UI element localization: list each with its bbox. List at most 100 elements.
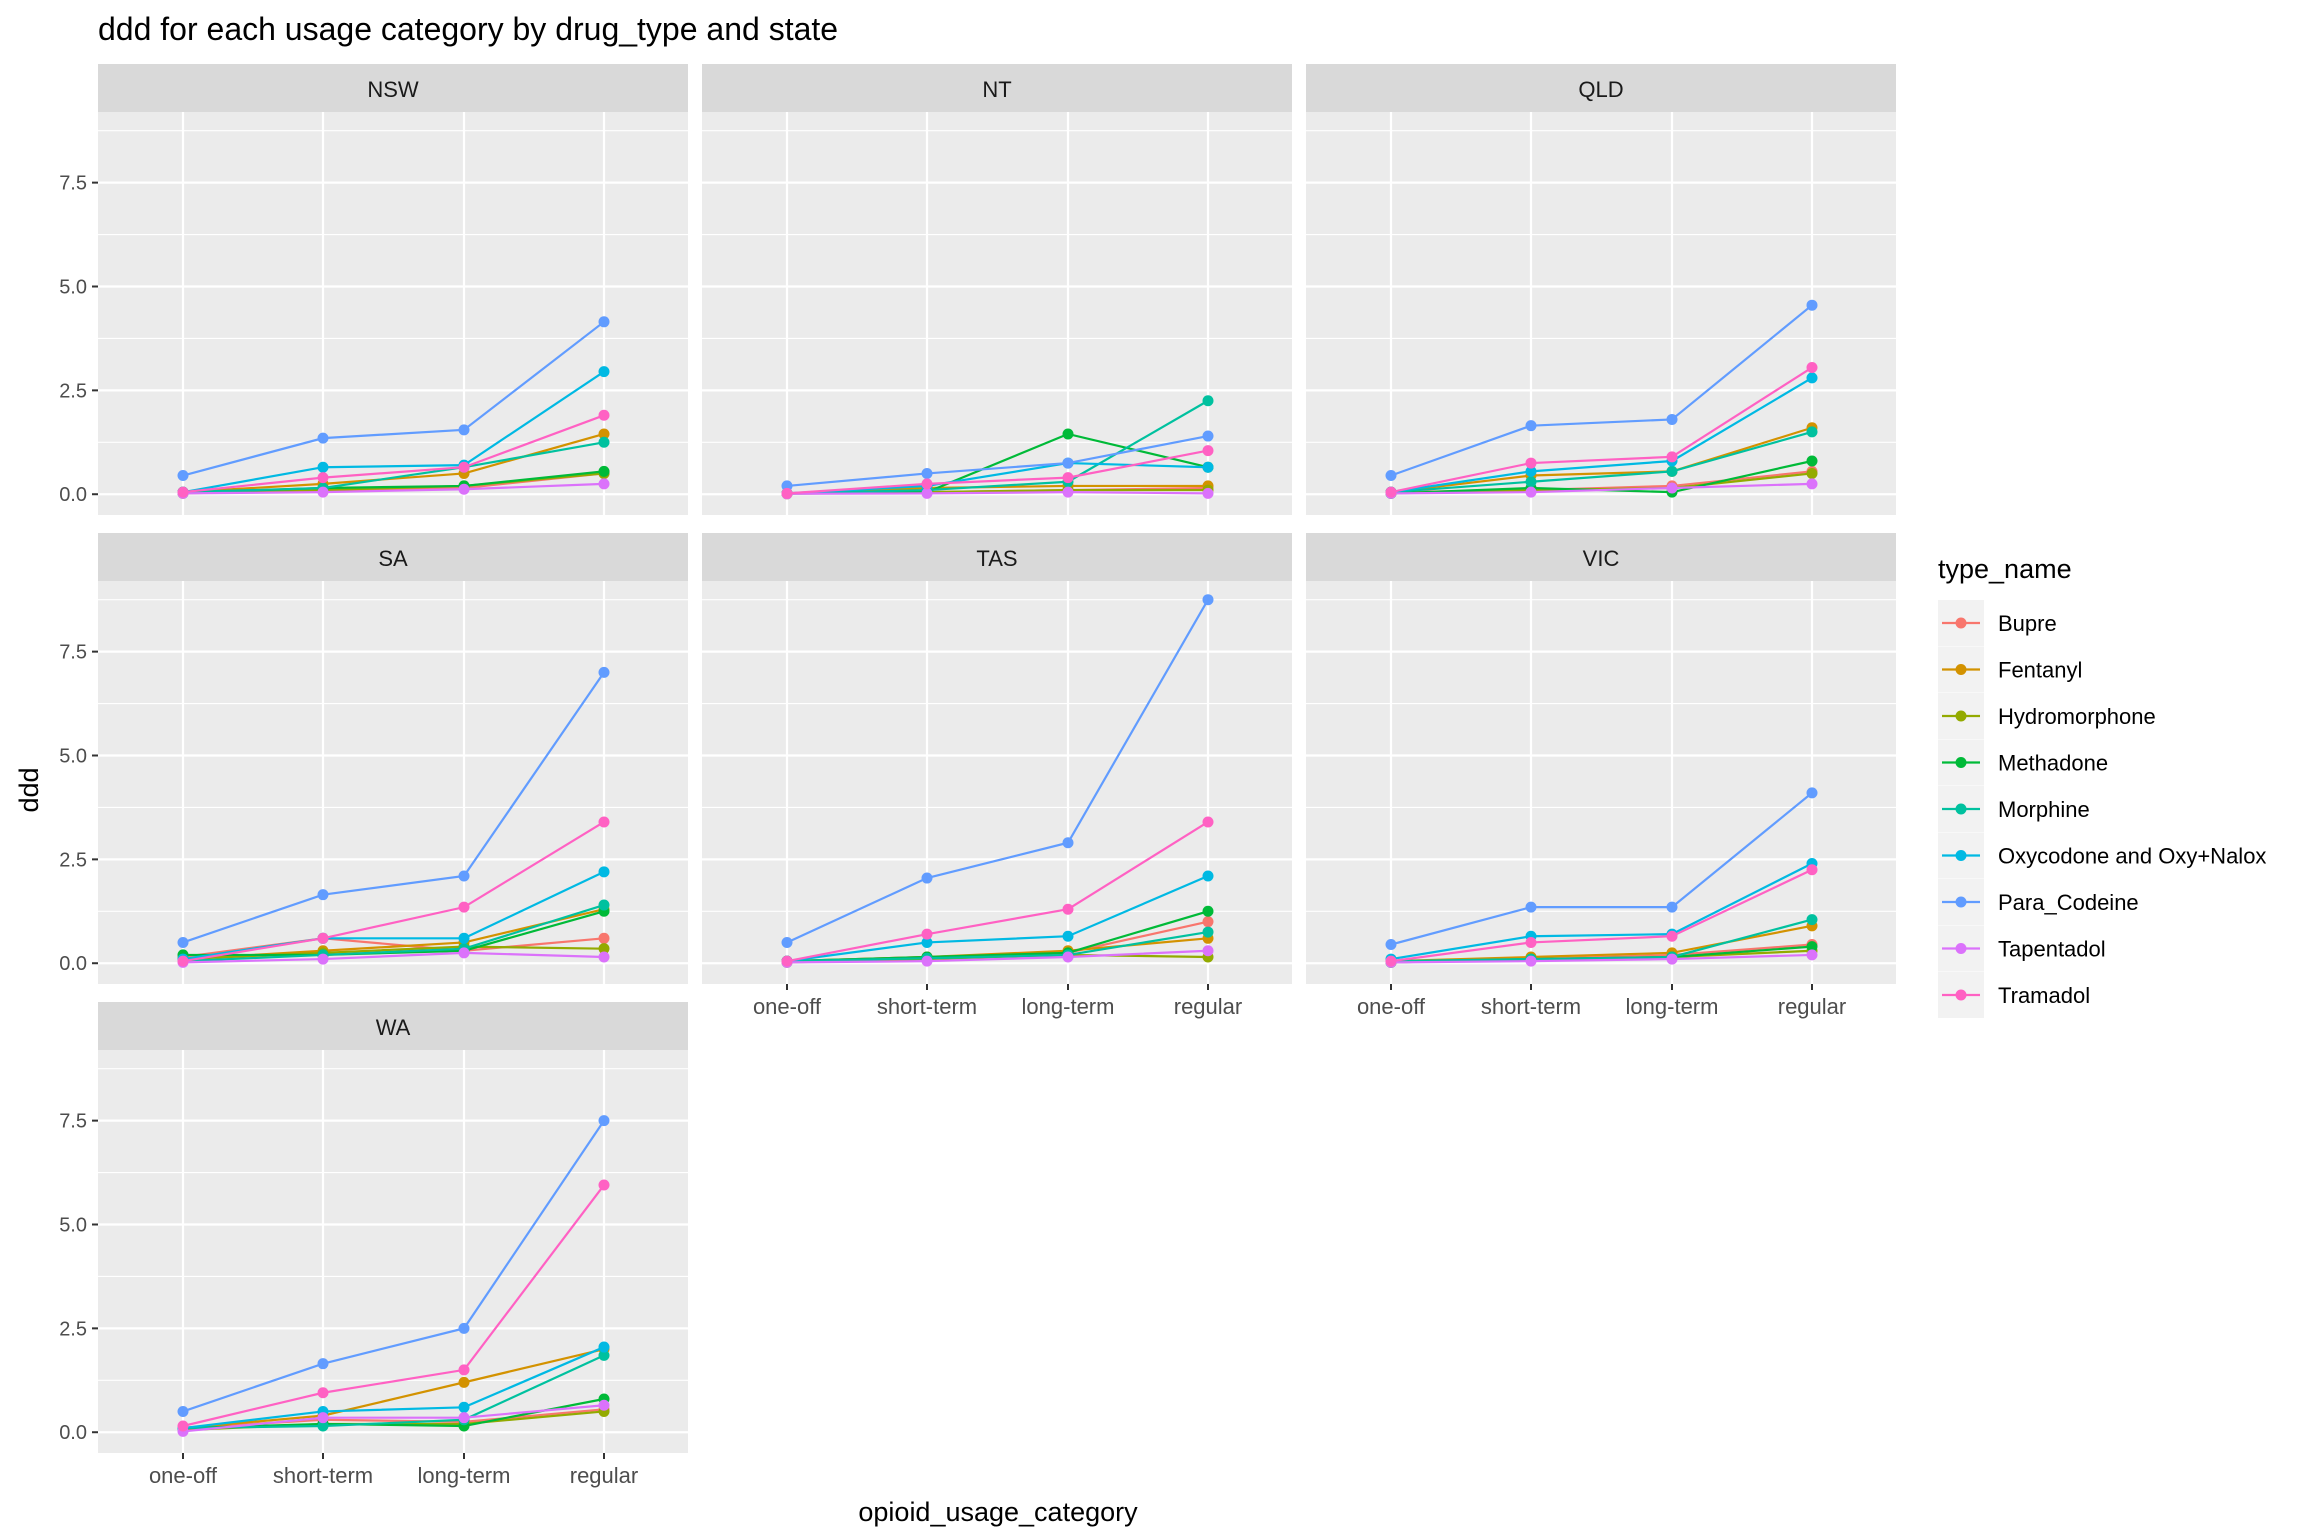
data-point-tapentadol xyxy=(1062,486,1074,498)
data-point-morphine xyxy=(1525,476,1537,488)
data-point-oxycodone-and-oxy-nalox xyxy=(921,936,933,948)
data-point-para-codeine xyxy=(177,1405,189,1417)
series-line-oxycodone-and-oxy-nalox xyxy=(1390,862,1813,961)
data-point-oxycodone-and-oxy-nalox xyxy=(317,461,329,473)
panel-background xyxy=(702,112,1292,515)
data-point-tramadol xyxy=(598,816,610,828)
data-point-tramadol xyxy=(1385,486,1397,498)
x-tick-label: regular xyxy=(570,1463,638,1488)
data-point-tapentadol xyxy=(1525,955,1537,967)
data-point-tramadol xyxy=(1806,864,1818,876)
x-axis-label: opioid_usage_category xyxy=(858,1497,1138,1527)
data-point-tapentadol xyxy=(458,483,470,495)
panel-strip xyxy=(98,64,688,112)
data-point-para-codeine xyxy=(1385,939,1397,951)
legend-entry-morphine: Morphine xyxy=(1938,786,2090,832)
series-line-para-codeine xyxy=(182,1120,605,1413)
series-line-para-codeine xyxy=(182,671,605,944)
data-point-tramadol xyxy=(1525,936,1537,948)
series-line-morphine xyxy=(182,904,605,963)
panel-strip-label: WA xyxy=(376,1015,411,1040)
data-point-morphine xyxy=(1806,914,1818,926)
panel-background xyxy=(98,112,688,515)
series-line-tapentadol xyxy=(1390,953,1813,964)
data-point-tramadol xyxy=(1806,362,1818,374)
data-point-tapentadol xyxy=(921,487,933,499)
data-point-para-codeine xyxy=(1385,470,1397,482)
data-point-morphine xyxy=(1666,465,1678,477)
legend-entry-tramadol: Tramadol xyxy=(1938,972,2090,1018)
legend-entry-fentanyl: Fentanyl xyxy=(1938,646,2082,693)
data-point-tramadol xyxy=(177,486,189,498)
y-tick-label: 2.5 xyxy=(59,849,87,871)
data-point-tramadol xyxy=(177,1420,189,1432)
data-point-tapentadol xyxy=(458,947,470,959)
legend-entry-tapentadol: Tapentadol xyxy=(1938,925,2106,972)
data-point-methadone xyxy=(598,465,610,477)
data-point-para-codeine xyxy=(177,936,189,948)
data-point-bupre xyxy=(598,932,610,944)
data-point-oxycodone-and-oxy-nalox xyxy=(598,366,610,378)
data-point-tapentadol xyxy=(598,951,610,963)
x-tick-label: long-term xyxy=(418,1463,511,1488)
legend-label: Fentanyl xyxy=(1998,658,2082,683)
data-point-tapentadol xyxy=(317,486,329,498)
series-line-para-codeine xyxy=(786,434,1209,488)
data-point-tapentadol xyxy=(921,955,933,967)
data-point-tapentadol xyxy=(1806,478,1818,490)
data-point-tramadol xyxy=(317,1387,329,1399)
data-point-oxycodone-and-oxy-nalox xyxy=(1525,465,1537,477)
x-tick-label: short-term xyxy=(273,1463,373,1488)
series-line-tramadol xyxy=(182,821,605,963)
x-tick-label: short-term xyxy=(1481,994,1581,1019)
data-point-tramadol xyxy=(1202,816,1214,828)
panel-background xyxy=(1306,581,1896,984)
data-point-para-codeine xyxy=(921,872,933,884)
y-tick-label: 0.0 xyxy=(59,953,87,975)
legend-key-point xyxy=(1955,943,1967,954)
data-point-tramadol xyxy=(458,1364,470,1376)
data-point-para-codeine xyxy=(1202,594,1214,606)
data-point-para-codeine xyxy=(1525,901,1537,913)
data-point-para-codeine xyxy=(1062,837,1074,849)
data-point-para-codeine xyxy=(1525,420,1537,432)
series-line-oxycodone-and-oxy-nalox xyxy=(182,370,605,494)
data-point-para-codeine xyxy=(458,1322,470,1334)
y-tick-label: 7.5 xyxy=(59,173,87,195)
series-line-tapentadol xyxy=(182,1404,605,1433)
data-point-tramadol xyxy=(921,928,933,940)
data-point-tramadol xyxy=(1202,445,1214,457)
data-point-fentanyl xyxy=(458,1376,470,1388)
data-point-fentanyl xyxy=(598,428,610,440)
series-line-tramadol xyxy=(1390,868,1813,963)
data-point-morphine xyxy=(598,436,610,448)
y-tick-label: 5.0 xyxy=(59,745,87,767)
panel-strip xyxy=(702,533,1292,581)
data-point-oxycodone-and-oxy-nalox xyxy=(1062,930,1074,942)
data-point-tramadol xyxy=(458,901,470,913)
data-point-tramadol xyxy=(1666,451,1678,463)
panel-sa: SA 0.0 2.5 5.0 7.5 xyxy=(59,533,688,984)
data-point-para-codeine xyxy=(1202,430,1214,442)
data-point-tapentadol xyxy=(1202,487,1214,499)
data-point-morphine xyxy=(1202,926,1214,938)
panel-strip-label: VIC xyxy=(1583,546,1620,571)
x-tick-label: regular xyxy=(1778,994,1846,1019)
panel-strip-label: TAS xyxy=(976,546,1017,571)
data-point-morphine xyxy=(598,899,610,911)
data-point-tramadol xyxy=(458,461,470,473)
legend-entry-para-codeine: Para_Codeine xyxy=(1938,879,2139,925)
legend-label: Oxycodone and Oxy+Nalox xyxy=(1998,844,2266,869)
data-point-tapentadol xyxy=(1525,486,1537,498)
legend: type_name Bupre Fentanyl Hydromorphone Meth… xyxy=(1938,554,2266,1018)
legend-key-point xyxy=(1955,757,1967,768)
data-point-tapentadol xyxy=(598,1399,610,1411)
data-point-para-codeine xyxy=(598,316,610,328)
series-line-oxycodone-and-oxy-nalox xyxy=(1390,376,1813,494)
series-line-tapentadol xyxy=(1390,482,1813,495)
legend-key-point xyxy=(1955,896,1967,908)
panel-nt: NT xyxy=(702,64,1292,515)
data-point-tramadol xyxy=(598,1179,610,1191)
legend-entry-bupre: Bupre xyxy=(1938,600,2057,646)
